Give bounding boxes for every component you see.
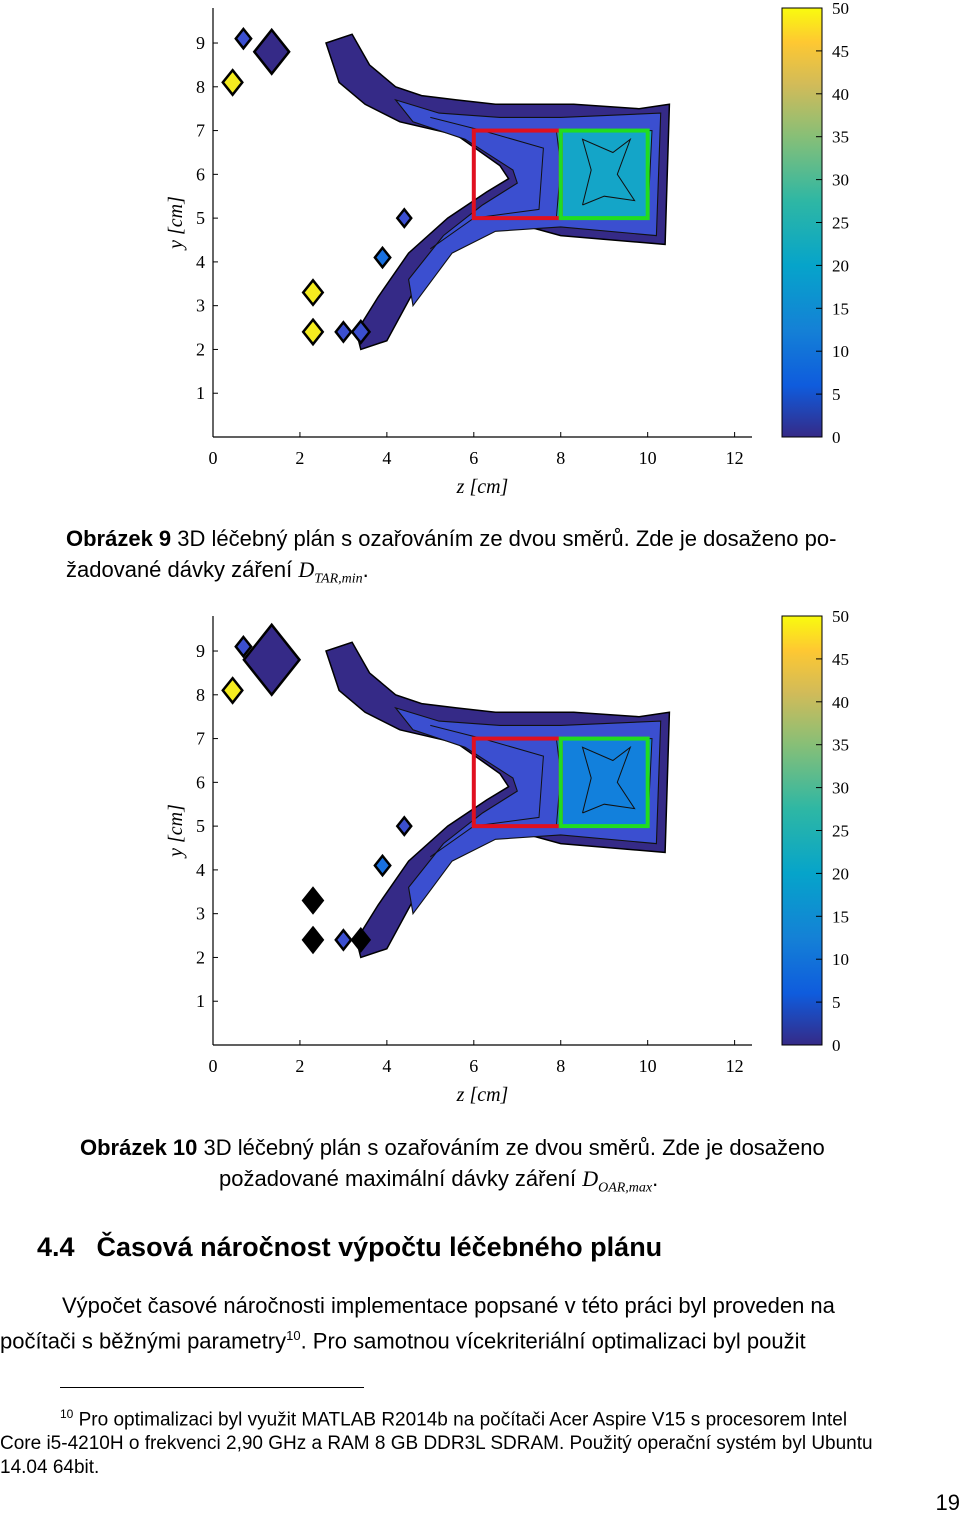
dose-contour <box>581 745 636 814</box>
colorbar <box>781 615 823 1046</box>
hotspot-marker <box>334 320 353 344</box>
colorbar-tick-label: 15 <box>832 299 849 318</box>
colorbar-tick-label: 30 <box>832 171 849 190</box>
y-tick-label: 2 <box>196 339 205 359</box>
y-tick-label: 5 <box>196 208 205 228</box>
hotspot-marker <box>350 926 372 953</box>
hotspot-marker <box>373 853 392 878</box>
y-tick-label: 8 <box>196 77 205 97</box>
footnote-reference: 10 <box>286 1328 301 1343</box>
target-box-green <box>558 128 650 221</box>
footnote-separator <box>60 1387 364 1388</box>
y-tick-label: 7 <box>196 729 205 749</box>
hotspot-marker <box>221 676 244 705</box>
y-axis-label: y [cm] <box>165 196 187 251</box>
colorbar-tick-label: 50 <box>832 608 849 626</box>
colorbar-tick-label: 20 <box>832 256 849 275</box>
x-axis-label: z [cm] <box>456 1084 509 1106</box>
x-axis-label: z [cm] <box>456 476 509 498</box>
body-paragraph: Výpočet časové náročnosti implementace p… <box>0 1293 835 1354</box>
x-tick-label: 10 <box>639 1056 657 1076</box>
y-tick-label: 2 <box>196 947 205 967</box>
colorbar-tick-label: 40 <box>832 693 849 712</box>
hotspot-marker <box>301 278 325 307</box>
y-tick-label: 1 <box>196 383 205 403</box>
colorbar-tick-label: 50 <box>832 0 849 18</box>
colorbar-tick-label: 35 <box>832 128 849 147</box>
y-tick-label: 6 <box>196 164 205 184</box>
hotspot-marker <box>334 928 353 952</box>
hotspot-marker <box>350 318 372 345</box>
y-tick-label: 3 <box>196 904 205 924</box>
x-tick-label: 8 <box>556 1056 565 1076</box>
x-tick-label: 2 <box>295 1056 304 1076</box>
colorbar-tick-label: 5 <box>832 993 841 1012</box>
y-tick-label: 5 <box>196 816 205 836</box>
colorbar-tick-label: 25 <box>832 822 849 841</box>
dose-region-high <box>555 130 653 219</box>
dose-contour <box>581 137 636 206</box>
hotspot-marker <box>252 27 291 76</box>
y-tick-label: 3 <box>196 296 205 316</box>
section-heading: 4.4 Časová náročnost výpočtu léčebného pl… <box>37 1232 663 1262</box>
y-tick-label: 8 <box>196 685 205 705</box>
footnote: 10 Pro optimalizaci byl využit MATLAB R2… <box>0 1407 873 1479</box>
target-box-green <box>558 736 650 829</box>
hotspot-marker <box>301 886 325 915</box>
y-tick-label: 7 <box>196 121 205 141</box>
hotspot-marker <box>301 925 325 955</box>
page-number: 19 <box>935 1490 960 1515</box>
x-tick-label: 6 <box>469 448 478 468</box>
dose-region-high <box>555 738 653 827</box>
figure-9-caption: Obrázek 9 3D léčebný plán s ozařováním z… <box>66 526 837 587</box>
colorbar-tick-label: 20 <box>832 864 849 883</box>
hotspot-marker <box>395 815 413 837</box>
y-tick-label: 4 <box>196 860 205 880</box>
y-tick-label: 9 <box>196 33 205 53</box>
y-tick-label: 4 <box>196 252 205 272</box>
y-axis-label: y [cm] <box>165 804 187 859</box>
x-tick-label: 8 <box>556 448 565 468</box>
x-tick-label: 10 <box>639 448 657 468</box>
colorbar-tick-label: 40 <box>832 85 849 104</box>
x-tick-label: 12 <box>726 1056 744 1076</box>
hotspot-marker <box>395 207 413 229</box>
x-tick-label: 2 <box>295 448 304 468</box>
colorbar-tick-label: 10 <box>832 950 849 969</box>
colorbar-tick-label: 15 <box>832 907 849 926</box>
colorbar-tick-label: 35 <box>832 736 849 755</box>
colorbar-tick-label: 5 <box>832 385 841 404</box>
colorbar-tick-label: 0 <box>832 1036 841 1055</box>
x-tick-label: 4 <box>382 1056 391 1076</box>
dose-contour <box>430 116 544 250</box>
hotspot-marker <box>242 622 302 697</box>
colorbar-tick-label: 10 <box>832 342 849 361</box>
colorbar-tick-label: 30 <box>832 779 849 798</box>
figure-10-caption: Obrázek 10 3D léčebný plán s ozařováním … <box>80 1135 825 1196</box>
dose-contour <box>430 724 544 858</box>
colorbar <box>781 7 823 438</box>
x-tick-label: 12 <box>726 448 744 468</box>
hotspot-marker <box>234 634 253 659</box>
y-tick-label: 9 <box>196 641 205 661</box>
x-tick-label: 6 <box>469 1056 478 1076</box>
hotspot-marker <box>301 317 325 347</box>
x-tick-label: 4 <box>382 448 391 468</box>
colorbar-tick-label: 45 <box>832 42 849 61</box>
hotspot-marker <box>373 245 392 270</box>
colorbar-tick-label: 25 <box>832 214 849 233</box>
y-tick-label: 1 <box>196 991 205 1011</box>
y-tick-label: 6 <box>196 772 205 792</box>
hotspot-marker <box>221 68 244 97</box>
x-tick-label: 0 <box>209 448 218 468</box>
colorbar-tick-label: 0 <box>832 428 841 447</box>
hotspot-marker <box>234 26 253 51</box>
x-tick-label: 0 <box>209 1056 218 1076</box>
colorbar-tick-label: 45 <box>832 650 849 669</box>
